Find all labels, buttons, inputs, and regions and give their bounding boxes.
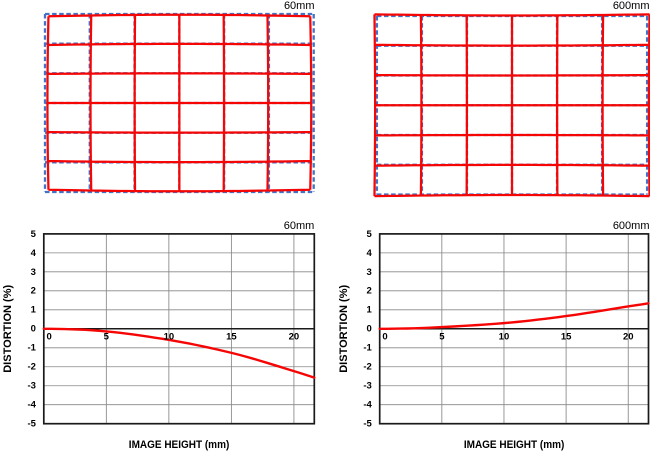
svg-text:10: 10 [499,332,510,343]
svg-text:3: 3 [367,267,372,278]
svg-text:IMAGE HEIGHT (mm): IMAGE HEIGHT (mm) [464,439,565,451]
svg-text:10: 10 [164,332,175,343]
svg-text:5: 5 [367,229,373,240]
svg-text:-1: -1 [27,343,36,354]
svg-text:-3: -3 [363,381,371,392]
svg-text:-2: -2 [27,362,35,373]
svg-text:4: 4 [367,248,373,259]
svg-text:-4: -4 [27,400,36,411]
svg-text:1: 1 [367,305,373,316]
svg-text:2: 2 [31,286,36,297]
svg-text:2: 2 [367,286,372,297]
svg-text:0: 0 [367,324,372,335]
svg-text:-2: -2 [363,362,371,373]
svg-text:5: 5 [31,229,37,240]
svg-text:0: 0 [382,332,387,343]
svg-text:60mm: 60mm [284,0,315,12]
svg-text:20: 20 [623,332,634,343]
svg-text:-3: -3 [27,381,35,392]
svg-text:-5: -5 [363,419,372,430]
svg-text:IMAGE HEIGHT (mm): IMAGE HEIGHT (mm) [129,439,230,451]
svg-text:DISTORTION (%): DISTORTION (%) [338,284,350,372]
svg-text:600mm: 600mm [613,220,650,232]
svg-text:600mm: 600mm [613,0,650,12]
svg-text:-4: -4 [363,400,372,411]
svg-text:60mm: 60mm [284,220,315,232]
svg-text:DISTORTION (%): DISTORTION (%) [2,284,14,372]
svg-text:0: 0 [47,332,52,343]
svg-text:4: 4 [31,248,37,259]
svg-text:1: 1 [31,305,37,316]
svg-text:20: 20 [289,332,300,343]
svg-text:0: 0 [31,324,36,335]
svg-text:15: 15 [226,332,237,343]
svg-text:5: 5 [439,332,445,343]
svg-text:5: 5 [104,332,110,343]
svg-text:15: 15 [561,332,572,343]
svg-text:-5: -5 [27,419,36,430]
svg-text:3: 3 [31,267,36,278]
svg-text:-1: -1 [363,343,372,354]
